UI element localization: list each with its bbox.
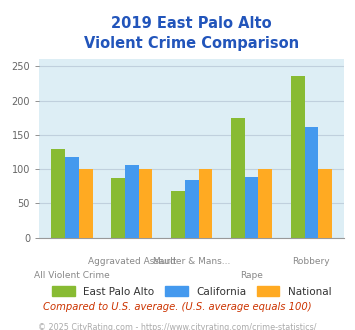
Bar (305, 127, 318, 238)
Bar (245, 177, 258, 238)
Bar (198, 169, 212, 238)
Bar (318, 169, 332, 238)
Bar (125, 165, 139, 238)
Text: Aggravated Assault: Aggravated Assault (88, 257, 176, 266)
Text: © 2025 CityRating.com - https://www.cityrating.com/crime-statistics/: © 2025 CityRating.com - https://www.city… (38, 323, 317, 330)
Text: Rape: Rape (240, 271, 263, 280)
Bar (51, 148, 65, 238)
Text: All Violent Crime: All Violent Crime (34, 271, 110, 280)
Text: Murder & Mans...: Murder & Mans... (153, 257, 230, 266)
Bar (79, 169, 93, 238)
Bar (139, 169, 153, 238)
Bar (291, 76, 305, 238)
Bar (65, 157, 79, 238)
Title: 2019 East Palo Alto
Violent Crime Comparison: 2019 East Palo Alto Violent Crime Compar… (84, 16, 299, 51)
Bar (231, 118, 245, 238)
Bar (171, 191, 185, 238)
Text: Robbery: Robbery (293, 257, 330, 266)
Text: Compared to U.S. average. (U.S. average equals 100): Compared to U.S. average. (U.S. average … (43, 302, 312, 312)
Bar (258, 169, 272, 238)
Bar (111, 178, 125, 238)
Bar (185, 180, 198, 238)
Legend: East Palo Alto, California, National: East Palo Alto, California, National (48, 282, 335, 301)
